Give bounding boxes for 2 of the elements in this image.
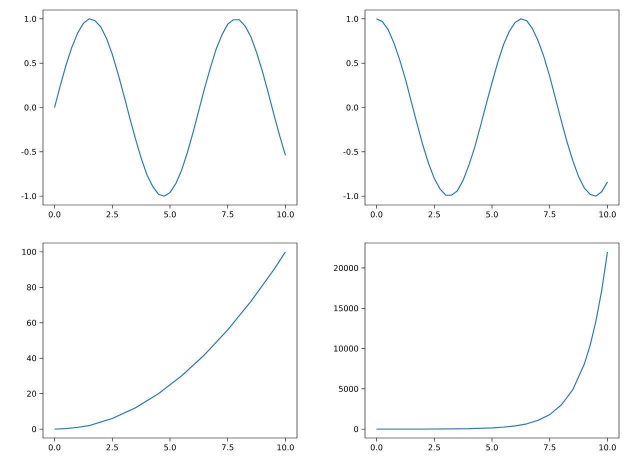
line-series	[376, 251, 608, 430]
line-series	[54, 251, 286, 430]
